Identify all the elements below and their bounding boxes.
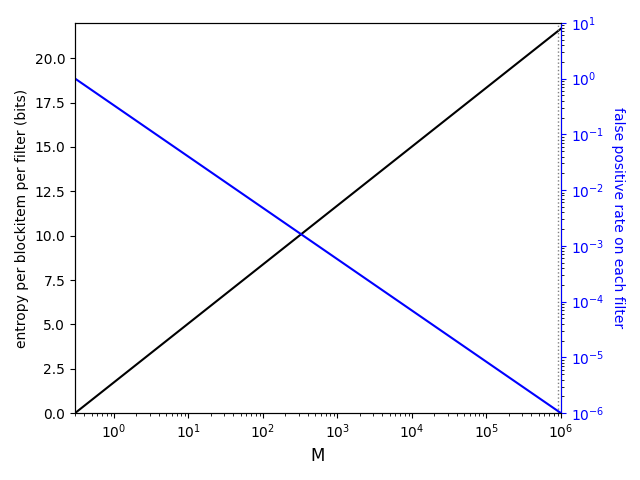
Y-axis label: false positive rate on each filter: false positive rate on each filter — [611, 108, 625, 328]
Y-axis label: entropy per blockitem per filter (bits): entropy per blockitem per filter (bits) — [15, 88, 29, 348]
X-axis label: M: M — [311, 447, 325, 465]
